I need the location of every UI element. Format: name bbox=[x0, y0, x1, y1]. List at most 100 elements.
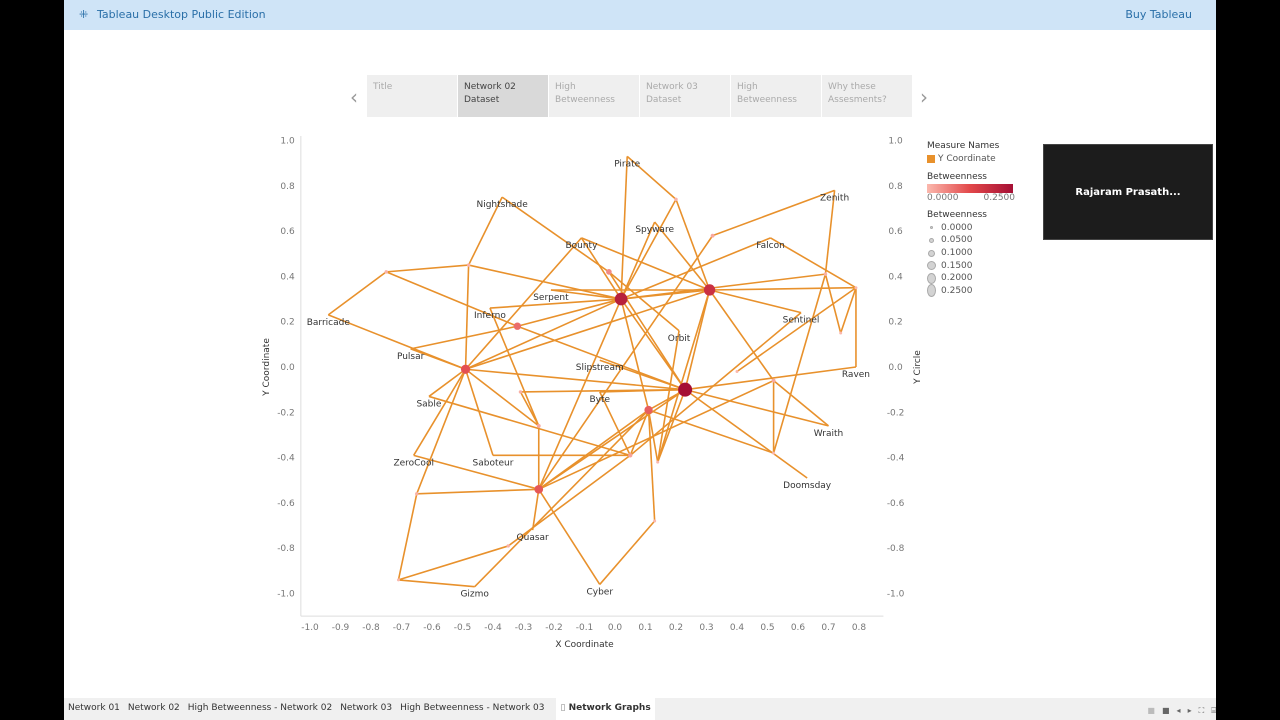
tableau-app: ⁜ Tableau Desktop Public Edition Buy Tab… bbox=[64, 0, 1216, 720]
story-point-line2: Assesments? bbox=[828, 95, 887, 105]
network-graph-chart: 1.0 1.0 0.8 0.8 0.6 0.6 0.4 0.4 0.2 0.2 0.0 0.0 -0.2… bbox=[262, 135, 923, 650]
edge-IR-HC bbox=[517, 325, 686, 391]
x-tick-label: -0.8 bbox=[362, 623, 380, 633]
node-circle[interactable] bbox=[854, 286, 858, 290]
node-circle[interactable] bbox=[772, 451, 776, 455]
edge-HB-V1 bbox=[708, 289, 775, 382]
node-circle[interactable] bbox=[460, 364, 471, 374]
sheet-tab[interactable]: High Betweenness - Network 03 bbox=[400, 703, 545, 713]
size-legend-item: 0.0000 bbox=[927, 222, 1015, 235]
node-circle[interactable] bbox=[823, 272, 828, 276]
node-circle[interactable] bbox=[839, 331, 843, 335]
sheet-tab[interactable]: Network 03 bbox=[340, 703, 393, 713]
node-circle[interactable] bbox=[614, 292, 628, 306]
story-point-1[interactable]: Network 02 Dataset bbox=[458, 75, 548, 117]
node-label-wraith: Wraith bbox=[814, 429, 843, 439]
legend-item-y-coordinate[interactable]: Y Coordinate bbox=[927, 153, 1015, 166]
edge-HC-V5 bbox=[656, 389, 686, 463]
y-tick-label: 0.8 bbox=[280, 182, 295, 192]
node-circle[interactable] bbox=[466, 263, 471, 267]
node-circle[interactable] bbox=[536, 423, 541, 428]
node-circle[interactable] bbox=[506, 544, 510, 548]
node-label-byte: Byte bbox=[589, 395, 610, 405]
story-point-0[interactable]: Title bbox=[367, 75, 457, 117]
top-bar: ⁜ Tableau Desktop Public Edition Buy Tab… bbox=[64, 0, 1216, 30]
edge-P2-HB bbox=[675, 199, 711, 291]
edge-Z3-V2 bbox=[736, 287, 857, 373]
orange-swatch-icon bbox=[927, 155, 935, 164]
edge-HB-Z3 bbox=[709, 286, 856, 291]
buy-tableau-link[interactable]: Buy Tableau bbox=[1125, 8, 1192, 21]
edge-E-V6 bbox=[647, 409, 656, 522]
fullscreen-icon[interactable]: ⛶ bbox=[1198, 706, 1205, 715]
edge-Serpent-HA bbox=[550, 289, 622, 300]
node-circle[interactable] bbox=[674, 197, 678, 202]
y2-tick-label: 0.8 bbox=[888, 182, 903, 192]
node-circle[interactable] bbox=[703, 284, 716, 296]
node-label-quasar: Quasar bbox=[517, 533, 550, 543]
edge-E-V5 bbox=[647, 409, 659, 463]
tableau-logo-icon: ⁜ bbox=[79, 8, 89, 21]
edge-ZeroCool-F bbox=[413, 454, 539, 491]
y-tick-label: 0.2 bbox=[280, 318, 294, 328]
node-label-sable: Sable bbox=[416, 399, 441, 409]
sheet-tab[interactable]: Network 02 bbox=[127, 703, 180, 713]
sheet-tab[interactable]: High Betweenness - Network 02 bbox=[187, 703, 333, 713]
x-tick-label: -0.6 bbox=[423, 623, 441, 633]
node-circle[interactable] bbox=[518, 390, 523, 394]
node-circle[interactable] bbox=[415, 492, 419, 496]
node-circle[interactable] bbox=[644, 405, 653, 415]
edge-BP-Orbit bbox=[608, 271, 680, 332]
edge-D-V8 bbox=[465, 368, 540, 427]
node-circle[interactable] bbox=[678, 382, 693, 397]
tab-network-graphs[interactable]: ▯ Network Graphs bbox=[556, 698, 655, 720]
story-point-5[interactable]: Why these Assesments? bbox=[822, 75, 912, 117]
node-label-zenith: Zenith bbox=[820, 193, 849, 203]
edge-HA-Falcon bbox=[620, 237, 771, 300]
node-circle[interactable] bbox=[653, 519, 657, 523]
size-circle-icon bbox=[927, 272, 936, 284]
node-circle[interactable] bbox=[710, 233, 715, 238]
y2-tick-label: -1.0 bbox=[887, 590, 905, 600]
y-axis-title: Y Coordinate bbox=[262, 338, 272, 397]
node-label-pulsar: Pulsar bbox=[397, 352, 425, 362]
story-point-line1: Title bbox=[373, 82, 393, 92]
color-min: 0.0000 bbox=[927, 192, 959, 203]
sheet-tab[interactable]: Network 01 bbox=[68, 703, 120, 713]
edge-Quasar-F bbox=[531, 489, 540, 531]
edge-Sable-D bbox=[428, 368, 467, 398]
story-point-4[interactable]: High Betweenness bbox=[731, 75, 821, 117]
node-circle[interactable] bbox=[396, 578, 400, 582]
node-circle[interactable] bbox=[628, 453, 633, 458]
node-label-pirate: Pirate bbox=[614, 159, 640, 169]
x-tick-label: -0.9 bbox=[332, 623, 350, 633]
filmstrip-icon[interactable]: ■ bbox=[1161, 706, 1170, 715]
presentation-icon[interactable]: ⌸ bbox=[1211, 706, 1216, 715]
edge-Inferno-HA bbox=[489, 298, 622, 309]
story-point-2[interactable]: High Betweenness bbox=[549, 75, 639, 117]
node-circle[interactable] bbox=[656, 460, 660, 464]
node-circle[interactable] bbox=[534, 484, 544, 494]
edge-Nightshade-BP bbox=[501, 196, 610, 273]
edge-V6-Cyber bbox=[599, 520, 656, 585]
y2-tick-label: -0.8 bbox=[887, 544, 905, 554]
edge-D-HC bbox=[465, 368, 686, 391]
view-controls: ■ ■ ◂ ▸ ⛶ ⌸ bbox=[1147, 706, 1216, 716]
node-circle[interactable] bbox=[771, 378, 776, 383]
story-point-3[interactable]: Network 03 Dataset bbox=[640, 75, 730, 117]
node-label-raven: Raven bbox=[842, 370, 870, 380]
grid-view-icon[interactable]: ■ bbox=[1147, 706, 1155, 715]
next-sheet-icon[interactable]: ▸ bbox=[1187, 706, 1192, 715]
node-circle[interactable] bbox=[735, 370, 739, 374]
y2-tick-label: 0.6 bbox=[888, 227, 903, 237]
previous-sheet-icon[interactable]: ◂ bbox=[1176, 706, 1181, 715]
edge-HC-F bbox=[538, 388, 686, 490]
node-circle[interactable] bbox=[606, 269, 612, 275]
edge-P2-HA bbox=[620, 199, 677, 300]
y2-tick-label: 1.0 bbox=[888, 137, 903, 147]
node-circle[interactable] bbox=[513, 322, 522, 330]
edge-G1-Q2 bbox=[398, 545, 509, 581]
node-circle[interactable] bbox=[384, 270, 388, 274]
edge-BP-HC bbox=[608, 271, 686, 391]
edge-Byte-V4 bbox=[599, 391, 631, 456]
